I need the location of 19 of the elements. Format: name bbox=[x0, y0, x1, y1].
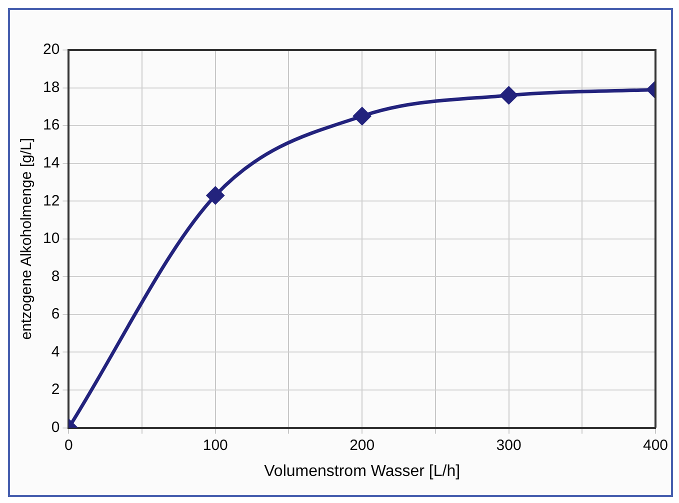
y-tick-label: 0 bbox=[51, 418, 60, 436]
y-tick-label: 6 bbox=[51, 306, 60, 323]
y-axis-title: entzogene Alkoholmenge [g/L] bbox=[18, 138, 36, 340]
y-tick-label: 4 bbox=[51, 343, 60, 360]
point bbox=[353, 107, 371, 125]
x-tick-label: 200 bbox=[350, 436, 375, 454]
y-tick-label: 12 bbox=[42, 192, 60, 210]
y-tick-label: 2 bbox=[51, 381, 60, 398]
y-tick-label: 8 bbox=[51, 268, 60, 285]
y-tick-label: 16 bbox=[42, 116, 60, 134]
y-tick-label: 18 bbox=[42, 78, 60, 96]
y-tick-label: 14 bbox=[42, 154, 60, 172]
x-tick-label: 300 bbox=[496, 436, 522, 454]
x-axis-title: Volumenstrom Wasser [L/h] bbox=[264, 462, 460, 480]
y-tick-label: 10 bbox=[42, 230, 60, 248]
y-tick-label: 20 bbox=[42, 41, 60, 58]
x-tick-label: 400 bbox=[642, 436, 668, 454]
x-tick-label: 0 bbox=[64, 436, 73, 454]
x-tick-label: 100 bbox=[202, 436, 228, 454]
